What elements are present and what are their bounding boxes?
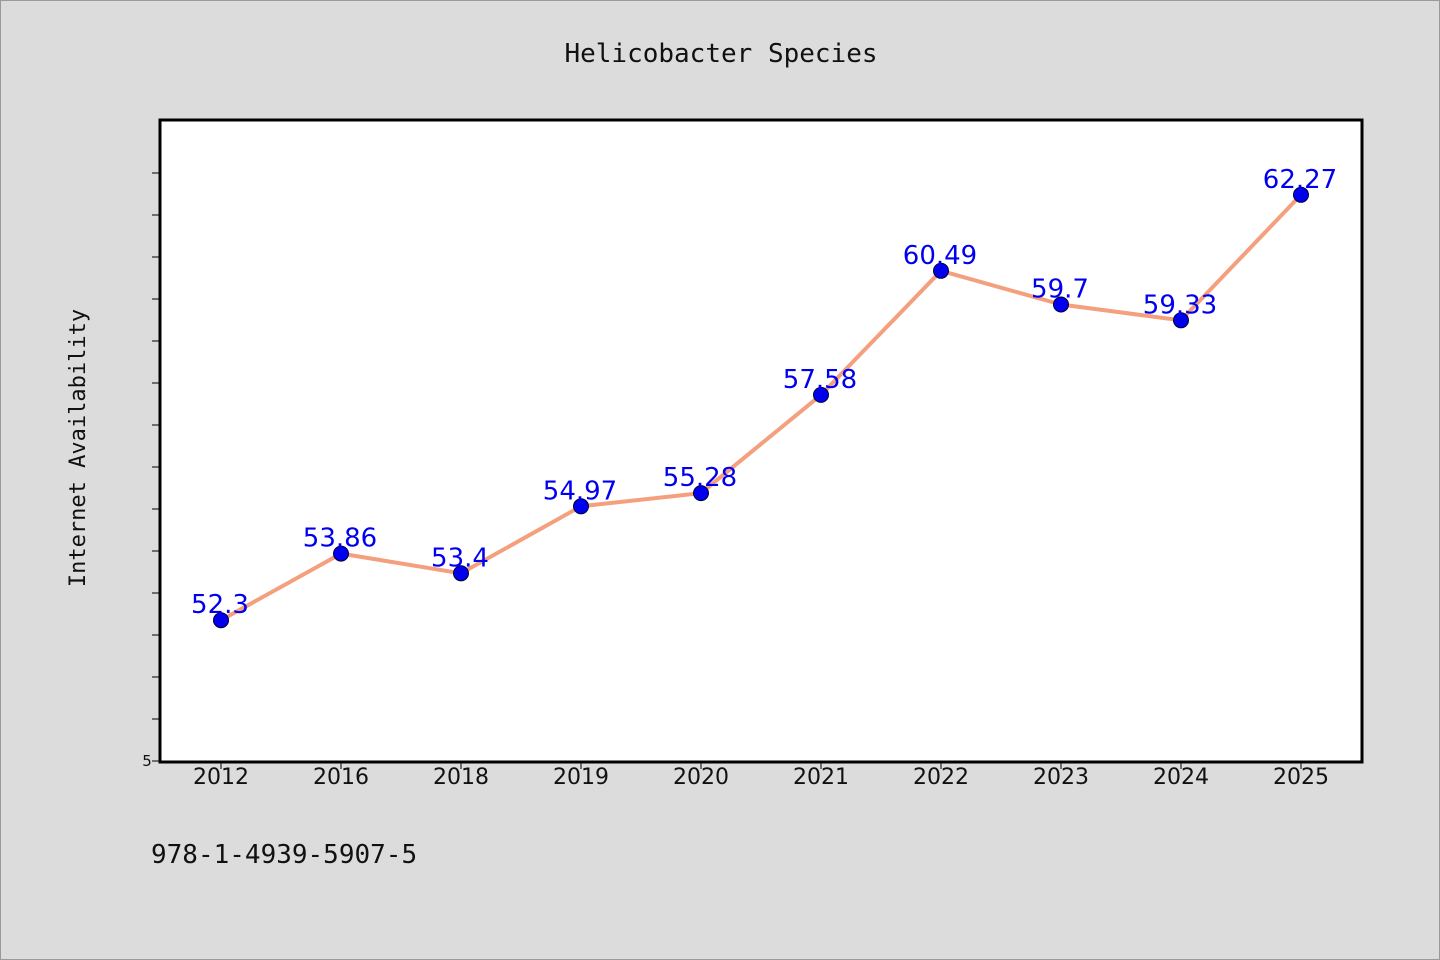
data-point	[693, 485, 709, 502]
data-point	[1173, 312, 1189, 329]
y-axis-label: Internet Availability	[66, 309, 91, 587]
data-point	[1053, 296, 1069, 313]
x-tick-label: 2023	[1033, 765, 1089, 790]
x-tick-label: 2018	[433, 765, 489, 790]
data-point	[333, 545, 349, 562]
data-label: 54.97	[543, 476, 617, 506]
data-label: 59.33	[1143, 290, 1217, 320]
data-label: 60.49	[903, 241, 977, 271]
chart-title: Helicobacter Species	[564, 39, 877, 69]
footer-isbn: 978-1-4939-5907-5	[151, 840, 417, 870]
plot-area	[158, 118, 1364, 764]
data-point	[933, 262, 949, 279]
y-tick-label: 5	[142, 752, 152, 770]
x-tick-label: 2022	[913, 765, 969, 790]
data-markers	[213, 186, 1309, 629]
data-labels: 52.3 53.86 53.4 54.97 55.28 57.58 60.49 59.7 59.…	[191, 165, 1337, 620]
x-tick-label: 2019	[553, 765, 609, 790]
x-tick-label: 2021	[793, 765, 849, 790]
data-label: 53.86	[303, 524, 377, 554]
data-point	[213, 612, 229, 629]
data-point	[1293, 186, 1309, 203]
data-label: 52.3	[191, 590, 249, 620]
x-tick-label: 2016	[313, 765, 369, 790]
data-label: 53.4	[431, 543, 489, 573]
data-point	[573, 498, 589, 515]
data-label: 57.58	[783, 365, 857, 395]
x-tick-label: 2012	[193, 765, 249, 790]
data-label: 59.7	[1031, 275, 1089, 305]
x-tick-label: 2024	[1153, 765, 1209, 790]
series-line	[219, 192, 1303, 623]
x-tick-label: 2020	[673, 765, 729, 790]
y-axis-ticks: 5	[142, 172, 160, 770]
data-point	[813, 386, 829, 403]
x-axis-ticks: 2012 2016 2018 2019 2020 2021 2022 2023 2024 2025	[193, 761, 1329, 790]
data-point	[453, 565, 469, 582]
x-tick-label: 2025	[1273, 765, 1329, 790]
series-line-group	[219, 192, 1303, 623]
data-label: 62.27	[1263, 165, 1337, 195]
data-label: 55.28	[663, 463, 737, 493]
